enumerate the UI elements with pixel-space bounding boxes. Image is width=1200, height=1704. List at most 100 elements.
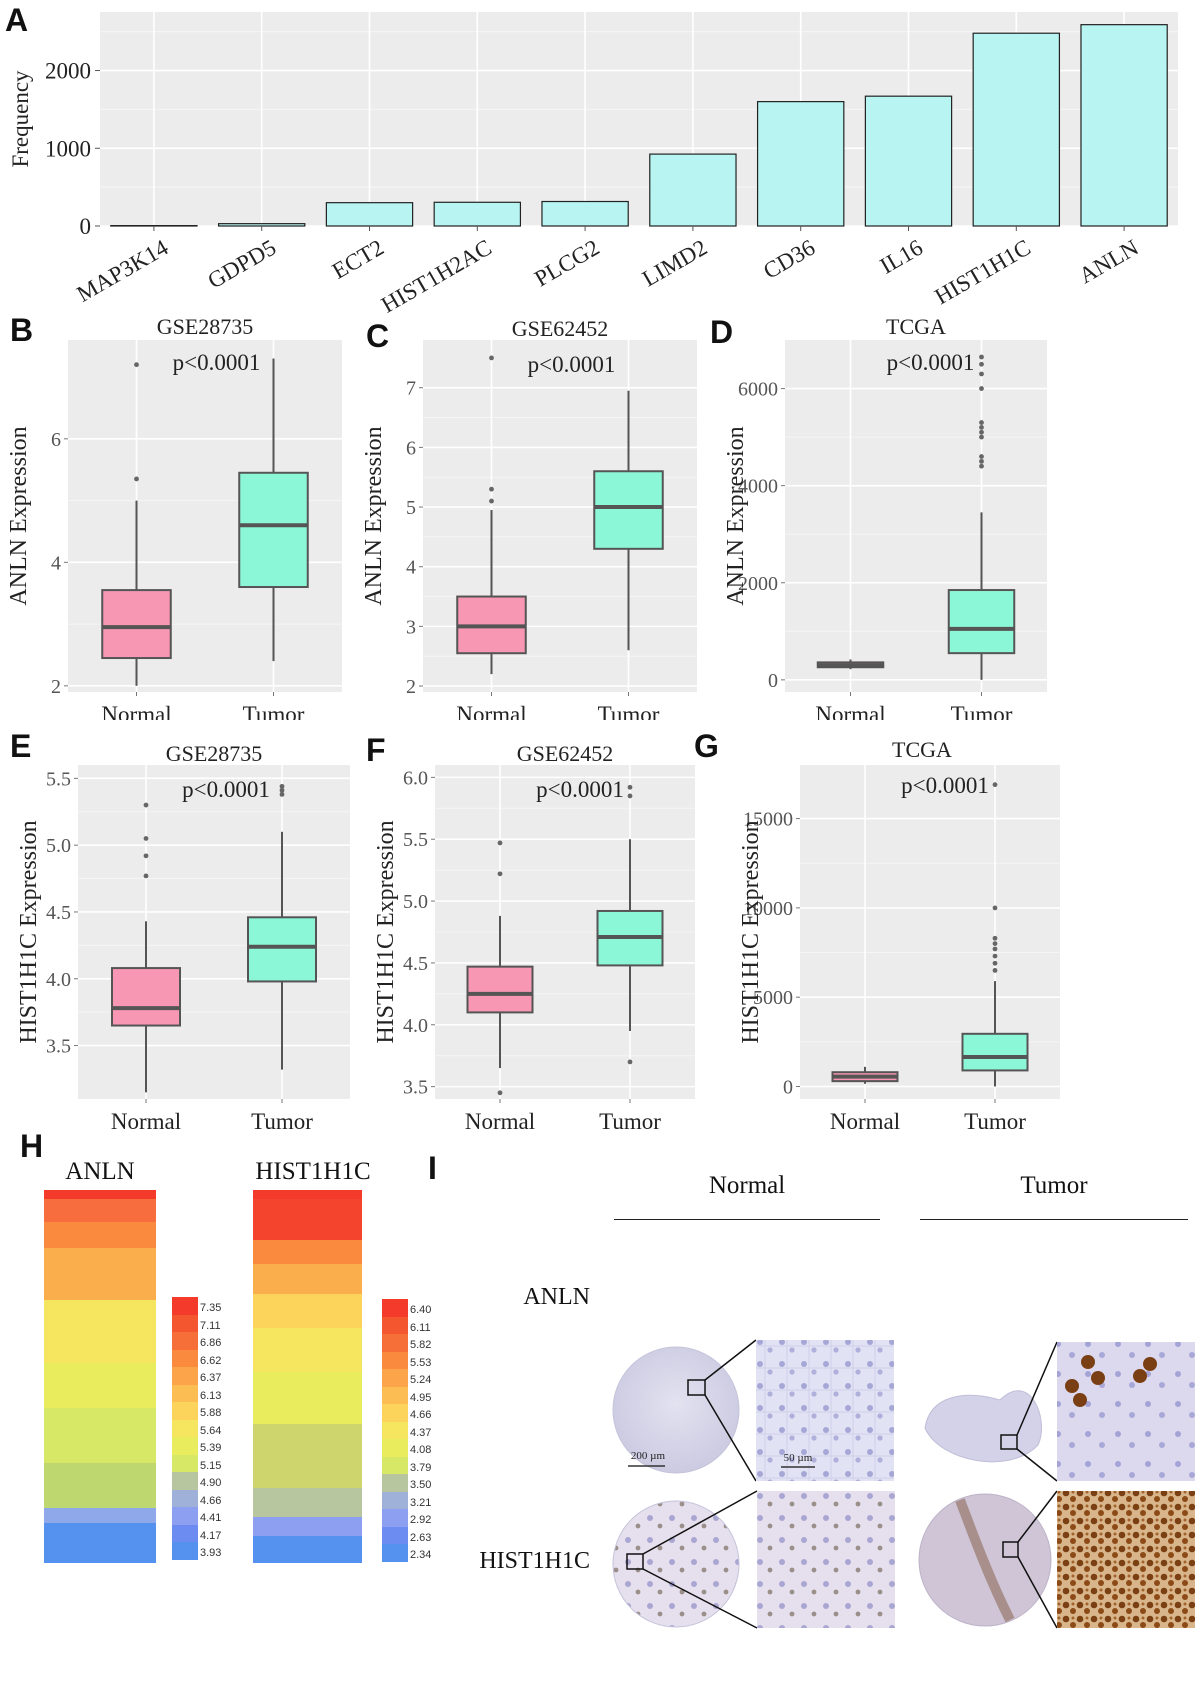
heatmap-block xyxy=(253,1190,362,1200)
boxplot-anln-gse62452: 2 3 4 5 6 7 GSE62452 ANLN Expression Normal Tumor… xyxy=(361,316,697,720)
legend-label: 3.79 xyxy=(410,1461,432,1474)
stromal-band xyxy=(955,1498,1015,1623)
p-value-annotation: p<0.0001 xyxy=(182,777,270,802)
legend-label: 4.90 xyxy=(200,1477,222,1489)
outlier-point xyxy=(979,463,984,469)
outlier-point xyxy=(992,946,998,952)
legend-label: 4.66 xyxy=(410,1409,432,1421)
y-tick-label: 5 xyxy=(406,497,416,519)
legend-label: 5.82 xyxy=(410,1339,432,1351)
y-tick-label: 3.5 xyxy=(403,1077,428,1099)
x-tick-label: Normal xyxy=(111,1109,181,1134)
box-normal xyxy=(111,967,181,1027)
legend-swatch xyxy=(172,1314,198,1333)
outlier-point xyxy=(992,941,998,947)
stained-nucleus xyxy=(1143,1357,1157,1371)
heatmap-block xyxy=(253,1535,362,1563)
legend-label: 5.53 xyxy=(410,1356,432,1369)
boxplot-anln-tcga: 0 2000 4000 6000 TCGA ANLN Expression Normal Tu… xyxy=(723,314,1047,720)
legend-label: 5.88 xyxy=(200,1407,222,1419)
panel-label-e: E xyxy=(10,728,32,764)
legend-label: 4.08 xyxy=(410,1444,432,1456)
normal-anln-zoom xyxy=(756,1340,894,1481)
legend-swatch xyxy=(172,1454,198,1473)
heatmap-block xyxy=(44,1407,156,1464)
legend-label: 2.63 xyxy=(410,1531,432,1544)
x-tick-label: GDPD5 xyxy=(204,235,281,294)
outlier-point xyxy=(979,354,984,360)
x-tick-label: ECT2 xyxy=(328,235,388,284)
panel-label-h: H xyxy=(20,1128,44,1164)
heatmap-column-anln xyxy=(44,1190,156,1563)
box-tumor xyxy=(961,1032,1029,1072)
x-tick-label: Normal xyxy=(465,1109,535,1134)
y-tick-label: 5.5 xyxy=(403,829,428,851)
outlier-point xyxy=(979,429,984,435)
stained-nucleus xyxy=(1081,1355,1095,1369)
y-tick-label: 5.0 xyxy=(46,835,71,857)
legend-label: 4.66 xyxy=(200,1494,222,1507)
y-axis-label: Frequency xyxy=(8,70,33,168)
legend-swatch xyxy=(172,1367,198,1385)
outlier-point xyxy=(143,836,149,841)
p-value-annotation: p<0.0001 xyxy=(887,350,975,375)
heatmap-block xyxy=(253,1327,362,1373)
bar-ect2 xyxy=(325,202,414,227)
zoom-line xyxy=(1017,1490,1058,1543)
heatmap-block xyxy=(253,1199,362,1241)
y-tick-label: 4.0 xyxy=(46,969,71,991)
legend-swatch xyxy=(382,1404,408,1422)
outlier-point xyxy=(134,362,139,368)
legend-label: 2.92 xyxy=(410,1514,432,1526)
legend-swatch xyxy=(172,1297,198,1315)
legend-swatch xyxy=(382,1386,408,1405)
y-tick-label: 2000 xyxy=(738,573,778,595)
zoom-line xyxy=(1017,1556,1058,1629)
heatmap-block xyxy=(44,1362,156,1409)
stained-nucleus xyxy=(1133,1369,1147,1383)
bar-gdpd5 xyxy=(217,223,306,227)
p-value-annotation: p<0.0001 xyxy=(901,773,989,798)
y-tick-label: 2000 xyxy=(45,59,91,84)
x-tick-label: Tumor xyxy=(598,702,660,720)
outlier-point xyxy=(134,476,139,482)
outlier-point xyxy=(279,787,285,793)
outlier-point xyxy=(992,953,998,959)
panel-label-f: F xyxy=(366,732,386,768)
legend-swatch xyxy=(172,1402,198,1420)
heatmap-title-anln: ANLN xyxy=(65,1158,135,1185)
heatmap-block xyxy=(253,1372,362,1425)
heatmap-block xyxy=(44,1247,156,1301)
x-tick-label: Tumor xyxy=(964,1109,1026,1134)
box-tumor xyxy=(593,470,664,550)
heatmap-block xyxy=(44,1190,156,1200)
legend-label: 4.17 xyxy=(200,1529,222,1542)
y-tick-label: 3 xyxy=(406,616,416,638)
legend-swatch xyxy=(172,1419,198,1438)
y-tick-label: 1000 xyxy=(45,136,91,161)
y-tick-label: 4 xyxy=(406,557,416,579)
column-rule-tumor xyxy=(920,1219,1188,1220)
legend-label: 3.21 xyxy=(410,1496,432,1509)
outlier-point xyxy=(627,784,633,790)
outlier-point xyxy=(992,935,998,941)
outlier-point xyxy=(143,873,149,879)
y-tick-label: 4.5 xyxy=(46,902,71,924)
outlier-point xyxy=(497,871,503,877)
p-value-annotation: p<0.0001 xyxy=(536,777,624,802)
y-tick-label: 15000 xyxy=(743,809,793,831)
x-tick-label: PLCG2 xyxy=(530,235,603,292)
y-axis-label: ANLN Expression xyxy=(361,426,387,605)
zoom-box xyxy=(626,1553,644,1570)
scale-label-200: 200 µm xyxy=(631,1450,666,1462)
y-tick-label: 4.5 xyxy=(403,953,428,975)
legend-label: 5.24 xyxy=(410,1374,432,1386)
legend-label: 5.64 xyxy=(200,1424,222,1437)
heatmap-block xyxy=(253,1517,362,1537)
zoom-line xyxy=(642,1568,758,1629)
outlier-point xyxy=(627,793,633,799)
column-label-normal: Normal xyxy=(708,1172,786,1199)
legend-swatch xyxy=(382,1456,408,1475)
zoom-line xyxy=(1016,1448,1058,1482)
legend-swatch xyxy=(172,1507,198,1525)
